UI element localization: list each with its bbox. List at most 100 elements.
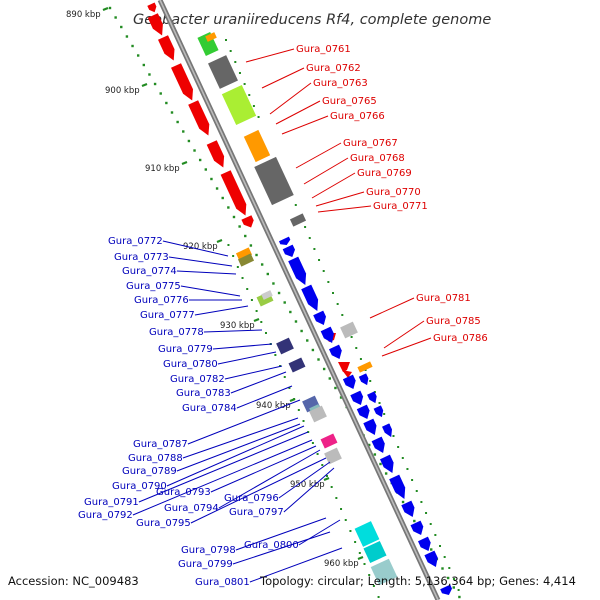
gene-label[interactable]: Gura_0785 xyxy=(426,316,481,327)
scale-label: 940 kbp xyxy=(256,401,291,411)
gene-label[interactable]: Gura_0766 xyxy=(330,111,385,122)
gene-label[interactable]: Gura_0787 xyxy=(133,439,188,450)
gene-label[interactable]: Gura_0765 xyxy=(322,96,377,107)
forward-gene-arrow xyxy=(342,374,356,389)
leader-line xyxy=(383,320,425,349)
reverse-strand-genes xyxy=(147,2,352,378)
gene-label[interactable]: Gura_0780 xyxy=(163,359,218,370)
category-box xyxy=(235,247,253,261)
gene-label[interactable]: Gura_0770 xyxy=(366,187,421,198)
scale-label: 910 kbp xyxy=(145,164,180,174)
forward-gene-arrow xyxy=(356,404,370,419)
category-box xyxy=(370,558,398,586)
scale-label: 920 kbp xyxy=(183,242,218,252)
category-box xyxy=(357,361,373,373)
category-box xyxy=(205,32,217,42)
gene-label[interactable]: Gura_0791 xyxy=(84,497,139,508)
forward-gene-arrow xyxy=(382,423,392,438)
gene-label[interactable]: Gura_0773 xyxy=(114,252,169,263)
leader-line xyxy=(311,172,356,199)
forward-gene-arrow xyxy=(371,436,385,453)
leader-line xyxy=(295,142,342,169)
leader-line xyxy=(176,423,301,472)
leader-line xyxy=(166,425,305,487)
gene-label[interactable]: Gura_0781 xyxy=(416,293,471,304)
gene-label[interactable]: Gura_0798 xyxy=(181,545,236,556)
leader-line xyxy=(162,240,229,257)
leader-line xyxy=(235,517,327,551)
forward-gene-arrow xyxy=(410,520,424,535)
forward-gene-arrow xyxy=(288,256,307,285)
reverse-gene-arrow xyxy=(147,2,157,13)
gene-label[interactable]: Gura_0789 xyxy=(122,466,177,477)
genome-title: Geobacter uraniireducens Rf4, complete g… xyxy=(133,12,491,28)
gene-label[interactable]: Gura_0795 xyxy=(136,518,191,529)
gene-label[interactable]: Gura_0796 xyxy=(224,493,279,504)
leader-line xyxy=(369,297,415,319)
gene-label[interactable]: Gura_0779 xyxy=(158,344,213,355)
category-box xyxy=(254,156,294,206)
gene-label[interactable]: Gura_0783 xyxy=(176,388,231,399)
forward-gene-arrow xyxy=(282,244,295,257)
forward-gene-arrow xyxy=(424,550,438,567)
gene-label[interactable]: Gura_0772 xyxy=(108,236,163,247)
gene-label[interactable]: Gura_0793 xyxy=(156,487,211,498)
reverse-gene-arrow xyxy=(188,100,210,136)
leader-line xyxy=(210,445,317,493)
category-box xyxy=(309,405,327,423)
gene-label[interactable]: Gura_0792 xyxy=(78,510,133,521)
gene-label[interactable]: Gura_0801 xyxy=(195,577,250,588)
leader-line xyxy=(180,285,241,297)
gene-label[interactable]: Gura_0774 xyxy=(122,266,177,277)
leader-line xyxy=(132,439,313,516)
leader-line xyxy=(230,371,287,394)
scale-labels: 890 kbp 900 kbp 910 kbp 920 kbp 930 kbp 940 k… xyxy=(66,6,364,569)
leader-line xyxy=(232,531,331,565)
gene-label[interactable]: Gura_0775 xyxy=(126,281,181,292)
forward-gene-arrow xyxy=(313,310,326,325)
leader-line xyxy=(278,461,331,499)
leader-line xyxy=(203,329,263,333)
gene-label[interactable]: Gura_0767 xyxy=(343,138,398,149)
gene-label[interactable]: Gura_0797 xyxy=(229,507,284,518)
forward-strand-genes xyxy=(279,236,452,595)
gene-label[interactable]: Gura_0769 xyxy=(357,168,412,179)
gene-label[interactable]: Gura_0776 xyxy=(134,295,189,306)
leader-line xyxy=(283,467,335,513)
leader-line xyxy=(217,351,277,365)
gene-label[interactable]: Gura_0762 xyxy=(306,63,361,74)
gene-label[interactable]: Gura_0782 xyxy=(170,374,225,385)
gene-label[interactable]: Gura_0790 xyxy=(112,481,167,492)
reverse-gene-arrow xyxy=(338,362,350,372)
gene-label[interactable]: Gura_0786 xyxy=(433,333,488,344)
leader-line xyxy=(298,519,341,546)
scale-label: 930 kbp xyxy=(220,321,255,331)
scale-label: 900 kbp xyxy=(105,86,140,96)
gene-label[interactable]: Gura_0777 xyxy=(140,310,195,321)
gene-label[interactable]: Gura_0799 xyxy=(178,559,233,570)
topology-text: Topology: circular; Length: 5,136,364 bp… xyxy=(259,574,576,588)
category-box xyxy=(261,290,273,300)
gene-label[interactable]: Gura_0794 xyxy=(164,503,219,514)
gene-label[interactable]: Gura_0788 xyxy=(128,453,183,464)
forward-gene-arrow xyxy=(440,584,452,595)
forward-gene-arrow xyxy=(380,454,394,473)
category-box xyxy=(320,433,338,449)
gene-label[interactable]: Gura_0784 xyxy=(182,403,237,414)
label-leader-lines xyxy=(132,48,432,583)
gene-label[interactable]: Gura_0771 xyxy=(373,201,428,212)
category-box xyxy=(363,540,387,564)
leader-line xyxy=(303,157,349,185)
gene-label[interactable]: Gura_0768 xyxy=(350,153,405,164)
functional-category-boxes xyxy=(197,31,398,586)
reverse-gene-arrow xyxy=(206,140,225,168)
forward-gene-arrow xyxy=(418,536,431,551)
gene-label[interactable]: Gura_0761 xyxy=(296,44,351,55)
gene-label[interactable]: Gura_0778 xyxy=(149,327,204,338)
leader-line xyxy=(249,547,343,583)
category-box xyxy=(340,321,358,339)
leader-line xyxy=(194,305,249,316)
scale-label: 950 kbp xyxy=(290,480,325,490)
gene-label[interactable]: Gura_0763 xyxy=(313,78,368,89)
gene-label[interactable]: Gura_0800 xyxy=(244,540,299,551)
